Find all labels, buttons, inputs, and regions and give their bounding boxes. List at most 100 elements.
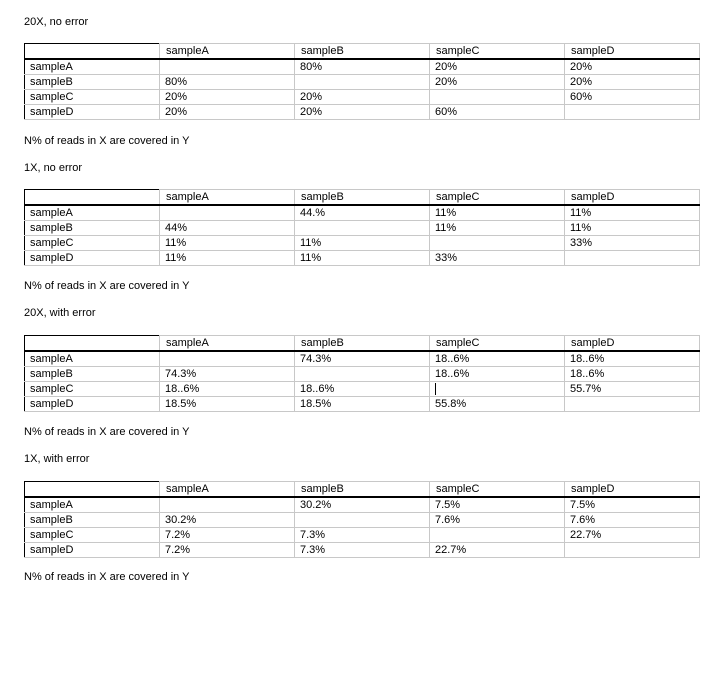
table-cell[interactable]: 18..6% xyxy=(159,381,295,397)
table-cell[interactable]: 18.5% xyxy=(159,396,295,412)
table-cell[interactable] xyxy=(429,235,565,251)
table-cell[interactable]: 20% xyxy=(159,104,295,120)
column-header[interactable]: sampleC xyxy=(429,481,565,498)
table-cell[interactable]: 30.2% xyxy=(294,496,430,513)
row-label[interactable]: sampleC xyxy=(24,235,160,251)
table-cell[interactable]: 44% xyxy=(159,220,295,236)
table-row: sampleC 20% 20% 60% xyxy=(24,89,700,105)
table-cell[interactable]: 80% xyxy=(294,58,430,75)
table-cell[interactable] xyxy=(294,74,430,90)
table-cell[interactable]: 20% xyxy=(564,74,700,90)
column-header[interactable]: sampleB xyxy=(294,189,430,206)
column-header[interactable]: sampleA xyxy=(159,189,295,206)
table-cell[interactable]: 80% xyxy=(159,74,295,90)
row-label[interactable]: sampleB xyxy=(24,512,160,528)
table-cell[interactable]: 11% xyxy=(294,250,430,266)
table-cell[interactable]: 18..6% xyxy=(564,350,700,367)
column-header[interactable]: sampleD xyxy=(564,189,700,206)
table-cell[interactable]: 7.2% xyxy=(159,542,295,558)
table-cell[interactable]: 7.6% xyxy=(429,512,565,528)
table-cell[interactable]: 60% xyxy=(429,104,565,120)
row-label[interactable]: sampleD xyxy=(24,104,160,120)
row-label[interactable]: sampleA xyxy=(24,204,160,221)
table-cell[interactable] xyxy=(159,496,295,513)
table-cell[interactable]: 7.3% xyxy=(294,542,430,558)
table-cell[interactable]: 20% xyxy=(294,104,430,120)
table-cell[interactable] xyxy=(564,396,700,412)
table-cell[interactable]: 22.7% xyxy=(429,542,565,558)
table-cell[interactable] xyxy=(564,104,700,120)
row-label[interactable]: sampleA xyxy=(24,496,160,513)
table-cell[interactable]: 11% xyxy=(429,204,565,221)
column-header[interactable]: sampleB xyxy=(294,481,430,498)
table-cell[interactable]: 74.3% xyxy=(294,350,430,367)
table-cell[interactable]: 7.3% xyxy=(294,527,430,543)
column-header[interactable]: sampleC xyxy=(429,189,565,206)
row-label[interactable]: sampleB xyxy=(24,366,160,382)
table-cell[interactable]: 18.5% xyxy=(294,396,430,412)
column-header[interactable]: sampleD xyxy=(564,481,700,498)
table-cell[interactable]: 11% xyxy=(564,204,700,221)
row-label[interactable]: sampleA xyxy=(24,58,160,75)
column-header[interactable]: sampleA xyxy=(159,481,295,498)
corner-cell xyxy=(24,481,160,498)
table-cell[interactable]: 33% xyxy=(429,250,565,266)
table-cell[interactable]: 30.2% xyxy=(159,512,295,528)
table-cell[interactable]: 20% xyxy=(159,89,295,105)
column-header[interactable]: sampleD xyxy=(564,43,700,60)
table-cell[interactable]: 7.6% xyxy=(564,512,700,528)
row-label[interactable]: sampleC xyxy=(24,527,160,543)
table-cell[interactable]: 22.7% xyxy=(564,527,700,543)
row-label[interactable]: sampleD xyxy=(24,542,160,558)
table-cell[interactable] xyxy=(159,350,295,367)
column-header[interactable]: sampleB xyxy=(294,43,430,60)
table-cell[interactable] xyxy=(159,58,295,75)
column-header[interactable]: sampleC xyxy=(429,43,565,60)
table-cell[interactable] xyxy=(159,204,295,221)
table-cell[interactable]: 20% xyxy=(429,74,565,90)
table-cell[interactable]: 55.7% xyxy=(564,381,700,397)
column-header[interactable]: sampleA xyxy=(159,335,295,352)
table-cell[interactable] xyxy=(294,220,430,236)
table-cell[interactable]: 20% xyxy=(564,58,700,75)
table-cell[interactable] xyxy=(564,542,700,558)
table-cell[interactable]: 20% xyxy=(294,89,430,105)
table-cell[interactable]: 18..6% xyxy=(429,350,565,367)
column-header[interactable]: sampleD xyxy=(564,335,700,352)
table-cell[interactable]: 20% xyxy=(429,58,565,75)
table-cell-active[interactable] xyxy=(429,381,565,397)
table-cell[interactable]: 11% xyxy=(294,235,430,251)
table-cell[interactable]: 74.3% xyxy=(159,366,295,382)
row-label[interactable]: sampleA xyxy=(24,350,160,367)
table-cell[interactable] xyxy=(294,512,430,528)
column-header[interactable]: sampleC xyxy=(429,335,565,352)
table-cell[interactable]: 11% xyxy=(564,220,700,236)
table-cell[interactable] xyxy=(429,527,565,543)
row-label[interactable]: sampleB xyxy=(24,220,160,236)
column-header[interactable]: sampleA xyxy=(159,43,295,60)
row-label[interactable]: sampleB xyxy=(24,74,160,90)
table-cell[interactable]: 11% xyxy=(159,250,295,266)
table-cell[interactable]: 7.5% xyxy=(564,496,700,513)
table-cell[interactable]: 55.8% xyxy=(429,396,565,412)
row-label[interactable]: sampleC xyxy=(24,381,160,397)
text-cursor xyxy=(435,383,436,396)
table-cell[interactable] xyxy=(564,250,700,266)
table-cell[interactable]: 18..6% xyxy=(429,366,565,382)
table-cell[interactable] xyxy=(294,366,430,382)
row-label[interactable]: sampleD xyxy=(24,250,160,266)
table-cell[interactable]: 33% xyxy=(564,235,700,251)
table-cell[interactable]: 11% xyxy=(159,235,295,251)
row-label[interactable]: sampleC xyxy=(24,89,160,105)
table-cell[interactable]: 60% xyxy=(564,89,700,105)
table-cell[interactable]: 7.2% xyxy=(159,527,295,543)
table-cell[interactable]: 18..6% xyxy=(564,366,700,382)
table-cell[interactable] xyxy=(429,89,565,105)
table-cell[interactable]: 11% xyxy=(429,220,565,236)
table-cell[interactable]: 18..6% xyxy=(294,381,430,397)
row-label[interactable]: sampleD xyxy=(24,396,160,412)
table-row: sampleC 18..6% 18..6% 55.7% xyxy=(24,381,700,397)
column-header[interactable]: sampleB xyxy=(294,335,430,352)
table-cell[interactable]: 44.% xyxy=(294,204,430,221)
table-cell[interactable]: 7.5% xyxy=(429,496,565,513)
